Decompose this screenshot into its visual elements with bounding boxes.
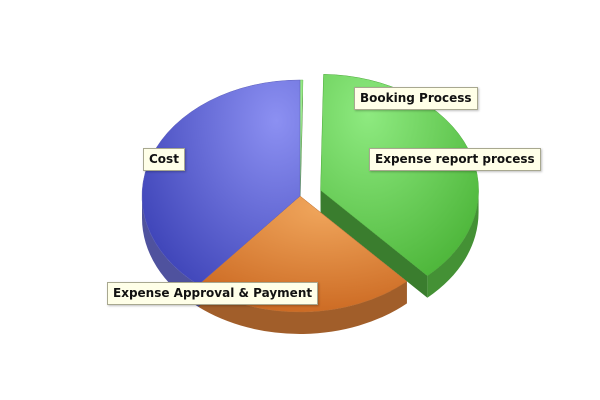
slice-booking-process — [299, 79, 304, 197]
label-expense-approval-payment: Expense Approval & Payment — [107, 282, 319, 305]
label-cost: Cost — [143, 148, 185, 171]
label-booking-process: Booking Process — [354, 87, 478, 110]
label-expense-report-process: Expense report process — [369, 148, 541, 171]
